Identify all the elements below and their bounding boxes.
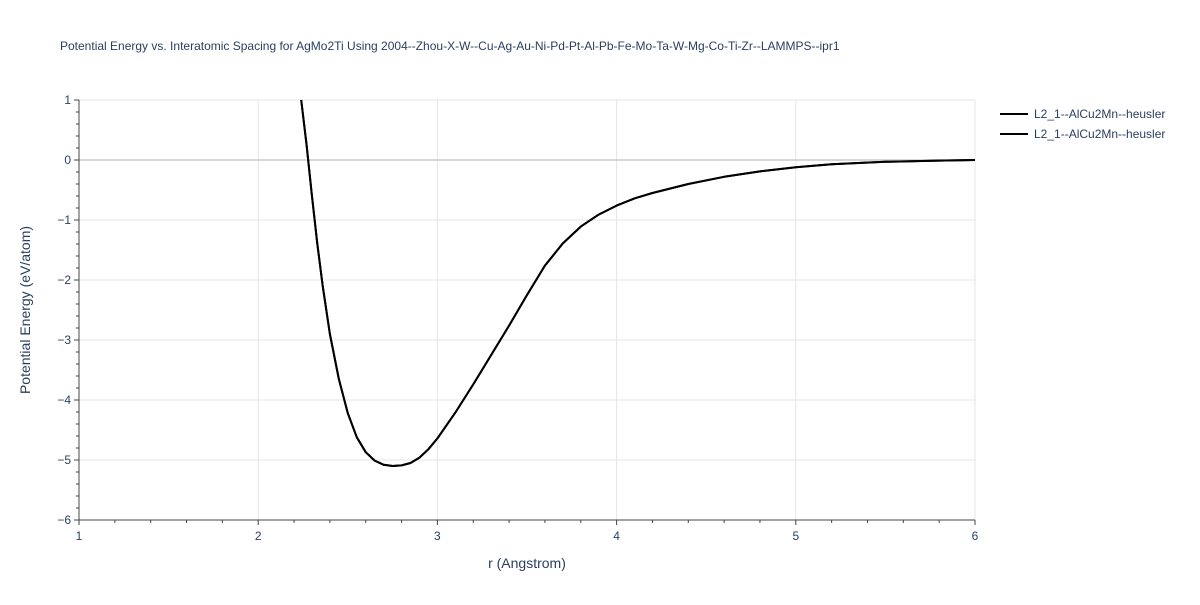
grid-lines <box>79 99 976 520</box>
x-tick-label: 4 <box>613 529 620 543</box>
series-line-1 <box>300 99 975 467</box>
y-tick-label: −3 <box>57 333 71 347</box>
y-tick-label: −1 <box>57 213 71 227</box>
x-tick-label: 2 <box>255 529 262 543</box>
series-line-2 <box>300 99 975 467</box>
x-tick-label: 3 <box>434 529 441 543</box>
y-tick-label: −4 <box>57 393 71 407</box>
y-tick-label: 0 <box>64 153 71 167</box>
x-tick-label: 6 <box>972 529 979 543</box>
y-tick-label: −2 <box>57 273 71 287</box>
legend[interactable]: L2_1--AlCu2Mn--heusler L2_1--AlCu2Mn--heu… <box>1000 107 1165 141</box>
axes: 1 2 3 4 5 6 1 0 −1 −2 −3 −4 −5 −6 <box>57 93 978 543</box>
y-tick-label: 1 <box>64 93 71 107</box>
x-tick-label: 1 <box>76 529 83 543</box>
chart-title: Potential Energy vs. Interatomic Spacing… <box>60 39 840 53</box>
legend-label-1: L2_1--AlCu2Mn--heusler <box>1034 107 1165 121</box>
x-axis-label: r (Angstrom) <box>488 555 566 571</box>
y-tick-label: −6 <box>57 513 71 527</box>
x-tick-label: 5 <box>792 529 799 543</box>
series-lines <box>300 99 975 467</box>
y-tick-label: −5 <box>57 453 71 467</box>
legend-label-2: L2_1--AlCu2Mn--heusler <box>1034 127 1165 141</box>
y-axis-label: Potential Energy (eV/atom) <box>17 226 33 394</box>
